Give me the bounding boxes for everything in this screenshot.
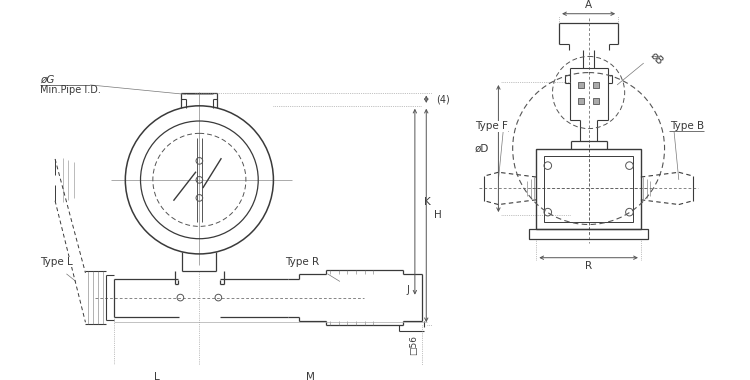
Text: Type F: Type F	[475, 122, 508, 131]
Text: H: H	[433, 211, 442, 220]
Text: (4): (4)	[436, 94, 449, 104]
Text: □56: □56	[409, 335, 418, 355]
Text: M: M	[307, 372, 315, 380]
Text: J: J	[406, 285, 410, 295]
Text: L: L	[154, 372, 160, 380]
Text: øG: øG	[40, 75, 54, 85]
Bar	[578, 98, 584, 104]
Bar	[593, 98, 599, 104]
Text: øB: øB	[649, 50, 665, 66]
Text: R: R	[585, 261, 592, 271]
Bar	[536, 149, 640, 229]
Bar	[529, 229, 649, 239]
Text: Type B: Type B	[670, 122, 704, 131]
Text: K: K	[424, 197, 431, 207]
Text: Min.Pipe I.D.: Min.Pipe I.D.	[40, 86, 101, 95]
Bar	[544, 156, 633, 222]
Text: øD: øD	[475, 144, 489, 154]
Bar	[578, 82, 584, 88]
Bar	[593, 82, 599, 88]
Text: A: A	[585, 0, 592, 10]
Text: Type R: Type R	[285, 257, 319, 267]
Text: Type L: Type L	[40, 257, 73, 267]
